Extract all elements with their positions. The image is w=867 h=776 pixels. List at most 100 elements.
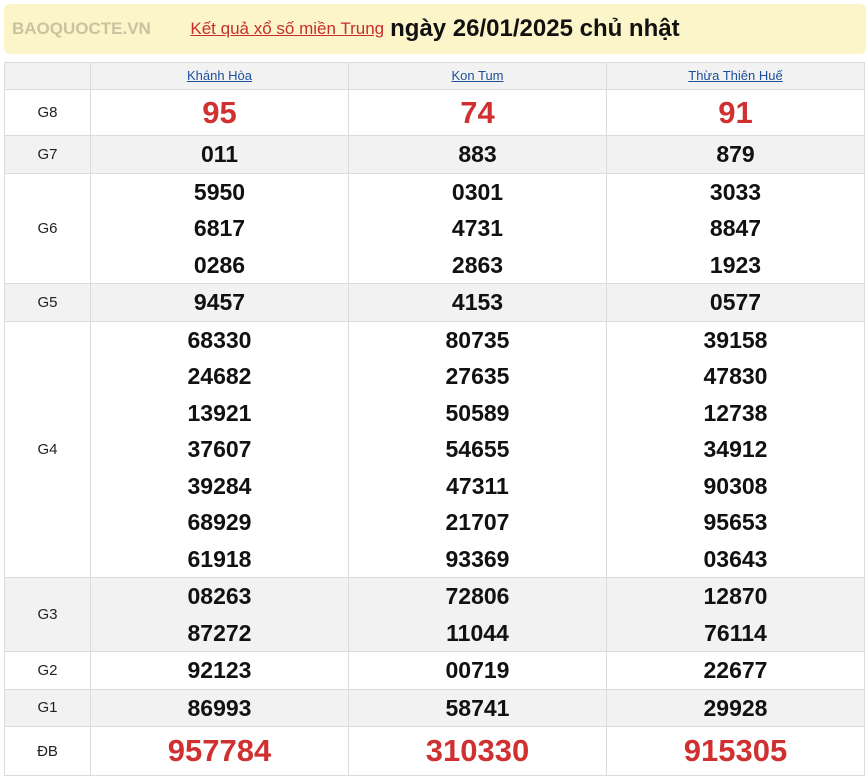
prize-number: 61918 — [187, 545, 252, 572]
prize-number: 08263 — [187, 583, 252, 609]
prize-row: ĐB 957784 310330 915305 — [4, 726, 865, 776]
date-title: ngày 26/01/2025 chủ nhật — [390, 15, 680, 42]
prize-number: 03643 — [703, 545, 768, 572]
prize-number: 8847 — [709, 215, 762, 241]
prize-number: 21707 — [445, 509, 510, 535]
prize-label: G7 — [4, 135, 91, 174]
prize-cell: 5950 6817 0286 — [90, 172, 349, 284]
prize-number: 90308 — [703, 472, 768, 499]
prize-number: 54655 — [445, 436, 510, 462]
prize-number: 11044 — [446, 619, 509, 646]
province-header: Thừa Thiên Huế — [606, 62, 865, 90]
prize-cell: 29928 — [606, 688, 865, 727]
prize-number: 27635 — [445, 363, 510, 389]
province-link[interactable]: Khánh Hòa — [186, 68, 253, 83]
prize-number: 74 — [460, 95, 495, 130]
prize-number: 68929 — [187, 509, 252, 535]
province-header: Khánh Hòa — [90, 62, 349, 90]
prize-cell: 91 — [606, 89, 865, 136]
prize-label: G5 — [4, 283, 91, 322]
prize-cell: 957784 — [90, 726, 349, 776]
prize-number: 0577 — [709, 289, 762, 315]
prize-number: 37607 — [187, 436, 252, 462]
prize-number: 957784 — [167, 733, 272, 768]
prize-cell: 22677 — [606, 651, 865, 690]
prize-number: 3033 — [709, 178, 762, 205]
prize-label: G1 — [4, 688, 91, 727]
prize-number: 68330 — [187, 326, 252, 353]
results-table: Khánh Hòa Kon Tum Thừa Thiên Huế G8 95 74 9… — [4, 62, 865, 776]
prize-number: 22677 — [703, 657, 768, 683]
prize-number: 39158 — [703, 326, 768, 353]
prize-cell: 39158 47830 12738 34912 90308 95653 03643 — [606, 320, 865, 578]
prize-number: 1923 — [709, 251, 762, 278]
prize-number: 879 — [716, 141, 755, 167]
prize-number: 13921 — [187, 399, 252, 426]
prize-number: 0301 — [451, 178, 504, 205]
prize-number: 92123 — [187, 657, 252, 683]
prize-cell: 0577 — [606, 283, 865, 322]
prize-number: 4153 — [451, 289, 504, 315]
prize-cell: 58741 — [348, 688, 607, 727]
prize-cell: 74 — [348, 89, 607, 136]
prize-cell: 95 — [90, 89, 349, 136]
prize-number: 47830 — [703, 363, 768, 389]
prize-row: G3 08263 87272 72806 11044 12870 76114 — [4, 577, 865, 652]
prize-row: G2 92123 00719 22677 — [4, 651, 865, 690]
prize-cell: 883 — [348, 135, 607, 174]
prize-number: 86993 — [187, 694, 252, 721]
prize-number: 50589 — [445, 399, 510, 426]
prize-cell: 4153 — [348, 283, 607, 322]
prize-number: 9457 — [193, 289, 246, 315]
province-link[interactable]: Thừa Thiên Huế — [688, 68, 783, 83]
prize-number: 4731 — [451, 215, 504, 241]
prize-number: 34912 — [703, 436, 768, 462]
prize-number: 58741 — [445, 694, 510, 721]
prize-number: 80735 — [445, 326, 510, 353]
prize-cell: 12870 76114 — [606, 577, 865, 652]
prize-number: 39284 — [187, 472, 252, 499]
prize-number: 2863 — [451, 251, 504, 278]
prize-cell: 3033 8847 1923 — [606, 172, 865, 284]
prize-row: G4 68330 24682 13921 37607 39284 68929 61918 807… — [4, 320, 865, 578]
prize-label: G4 — [4, 320, 91, 578]
prize-number: 91 — [718, 95, 753, 130]
prize-label: G2 — [4, 651, 91, 690]
prize-number: 00719 — [445, 657, 510, 683]
prize-number: 915305 — [683, 733, 788, 768]
prize-label: ĐB — [4, 726, 91, 776]
prize-number: 011 — [200, 141, 239, 167]
prize-number: 95653 — [703, 509, 768, 535]
prize-number: 310330 — [425, 733, 530, 768]
province-link[interactable]: Kon Tum — [451, 68, 504, 83]
prize-row: G1 86993 58741 29928 — [4, 688, 865, 727]
results-link[interactable]: Kết quả xổ số miền Trung — [190, 19, 385, 38]
prize-cell: 879 — [606, 135, 865, 174]
prize-number: 12870 — [703, 583, 768, 609]
prize-number: 87272 — [187, 619, 252, 646]
page-title: Kết quả xổ số miền Trung ngày 26/01/2025… — [4, 4, 866, 54]
prize-number: 72806 — [445, 583, 510, 609]
prize-cell: 08263 87272 — [90, 577, 349, 652]
prize-cell: 86993 — [90, 688, 349, 727]
prize-cell: 915305 — [606, 726, 865, 776]
prize-cell: 310330 — [348, 726, 607, 776]
prize-row: G6 5950 6817 0286 0301 4731 2863 3033 8847 1923 — [4, 172, 865, 284]
prize-row: G7 011 883 879 — [4, 135, 865, 174]
prize-cell: 9457 — [90, 283, 349, 322]
prize-row: G8 95 74 91 — [4, 89, 865, 136]
prize-cell: 72806 11044 — [348, 577, 607, 652]
prize-number: 95 — [202, 95, 237, 130]
prize-number: 12738 — [703, 399, 768, 426]
prize-cell: 68330 24682 13921 37607 39284 68929 61918 — [90, 320, 349, 578]
prize-number: 76114 — [704, 619, 767, 646]
prize-number: 24682 — [187, 363, 252, 389]
prize-number: 5950 — [193, 178, 246, 205]
prize-label: G3 — [4, 577, 91, 652]
prize-cell: 00719 — [348, 651, 607, 690]
prize-number: 47311 — [446, 472, 509, 499]
province-header: Kon Tum — [348, 62, 607, 90]
prize-number: 0286 — [193, 251, 246, 278]
prize-label: G6 — [4, 172, 91, 284]
prize-label: G8 — [4, 89, 91, 136]
